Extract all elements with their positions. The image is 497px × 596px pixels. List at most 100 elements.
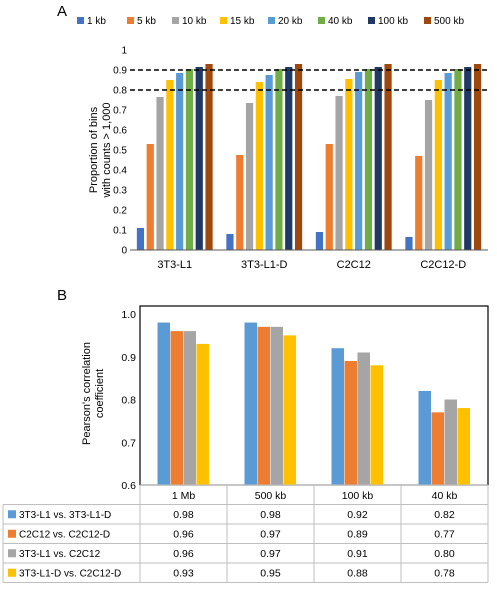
legend-swatch-0: [77, 17, 84, 24]
bar-b-2-0: [331, 348, 344, 485]
y-tick-label-4: 0.4: [113, 166, 127, 177]
bar-b-1-0: [244, 322, 257, 485]
x-tick-label-1: 3T3-L1-D: [241, 259, 288, 271]
y-tick-label-b-3: 0.9: [121, 352, 136, 364]
bar-b-3-3: [457, 408, 470, 485]
table-legend-swatch-2: [8, 549, 16, 558]
table-header-3: 40 kb: [432, 490, 458, 502]
bar-2-5: [364, 69, 373, 250]
y-axis-title-b-line-0: Pearson's correlation: [81, 342, 93, 445]
x-tick-label-2: C2C12: [337, 259, 371, 271]
table-cell-2-1: 0.97: [260, 548, 281, 560]
y-tick-label-1: 0.1: [113, 226, 127, 237]
bar-b-3-1: [431, 412, 444, 485]
legend-label-3: 15 kb: [230, 16, 255, 27]
y-tick-label-6: 0.6: [113, 126, 127, 137]
bar-b-0-1: [170, 331, 183, 485]
table-cell-2-3: 0.80: [434, 548, 455, 560]
bar-0-4: [176, 73, 184, 250]
y-tick-label-10: 1: [121, 46, 127, 57]
legend-swatch-6: [368, 17, 375, 24]
bar-1-4: [265, 75, 273, 250]
legend-swatch-7: [424, 17, 431, 24]
table-cell-0-3: 0.82: [434, 509, 455, 521]
table-cell-1-1: 0.97: [260, 528, 281, 540]
legend-swatch-2: [172, 17, 179, 24]
bar-2-4: [355, 72, 363, 250]
legend-swatch-3: [220, 17, 227, 24]
bar-2-0: [315, 232, 324, 250]
y-tick-label-9: 0.9: [113, 66, 127, 77]
bar-b-3-0: [418, 390, 431, 485]
bar-b-1-3: [283, 335, 296, 485]
x-tick-label-3: C2C12-D: [420, 259, 466, 271]
bar-3-4: [444, 73, 452, 250]
y-axis-title-line-1: with counts > 1,000: [101, 102, 113, 198]
table-cell-0-0: 0.98: [173, 509, 194, 521]
bar-2-2: [335, 96, 343, 250]
x-tick-label-0: 3T3-L1: [157, 259, 192, 271]
legend-label-4: 20 kb: [278, 16, 303, 27]
table-cell-3-3: 0.78: [434, 567, 455, 579]
legend-label-6: 100 kb: [378, 16, 408, 27]
legend-label-2: 10 kb: [182, 16, 207, 27]
bar-3-3: [434, 80, 442, 250]
y-tick-label-2: 0.2: [113, 206, 127, 217]
table-cell-3-1: 0.95: [260, 567, 281, 579]
bar-b-1-2: [270, 326, 283, 485]
bar-3-6: [464, 67, 472, 250]
table-header-2: 100 kb: [342, 490, 374, 502]
table-row-label-0: 3T3-L1 vs. 3T3-L1-D: [19, 510, 111, 521]
bar-1-2: [245, 103, 254, 250]
bar-1-5: [275, 69, 283, 250]
bar-b-0-3: [196, 343, 209, 485]
bar-3-2: [424, 100, 433, 250]
bar-2-1: [325, 144, 333, 250]
bar-b-2-2: [357, 352, 370, 485]
table-legend-swatch-3: [8, 568, 16, 577]
table-header-0: 1 Mb: [172, 490, 196, 502]
y-axis-title: Proportion of binswith counts > 1,000: [88, 102, 113, 198]
table-cell-0-1: 0.98: [260, 509, 281, 521]
table-cell-3-0: 0.93: [173, 567, 194, 579]
bar-2-6: [374, 67, 382, 250]
legend-label-0: 1 kb: [87, 16, 106, 27]
bar-0-3: [166, 80, 174, 250]
table-row-label-1: C2C12 vs. C2C12-D: [19, 529, 110, 540]
bar-1-7: [294, 64, 303, 250]
bar-3-1: [415, 156, 423, 250]
y-tick-label-8: 0.8: [113, 86, 127, 97]
legend-swatch-1: [127, 17, 134, 24]
table-row-label-2: 3T3-L1 vs. C2C12: [19, 549, 101, 560]
table-row-label-3: 3T3-L1-D vs. C2C12-D: [19, 568, 121, 579]
table-cell-1-0: 0.96: [173, 528, 194, 540]
table-cell-3-2: 0.88: [347, 567, 368, 579]
table-cell-1-2: 0.89: [347, 528, 368, 540]
y-axis-title-b-line-1: coefficient: [94, 369, 106, 418]
bar-3-0: [405, 237, 413, 250]
panel-b-chart: 0.6 0.7 0.8 0.9 1.0 Pearson's correlationcoef…: [2, 305, 489, 583]
bar-b-3-2: [444, 399, 457, 485]
bar-b-1-1: [257, 326, 270, 485]
bar-b-0-0: [157, 322, 170, 485]
legend-swatch-4: [268, 17, 275, 24]
y-tick-label-b-4: 1.0: [121, 309, 136, 321]
legend-label-7: 500 kb: [434, 16, 464, 27]
bar-1-1: [236, 155, 244, 250]
bar-b-0-2: [183, 331, 196, 485]
bar-2-7: [384, 64, 392, 250]
y-tick-label-7: 0.7: [113, 106, 127, 117]
table-cell-1-3: 0.77: [434, 528, 455, 540]
table-cell-2-0: 0.96: [173, 548, 194, 560]
bar-1-0: [226, 234, 234, 250]
panel-label-a: A: [57, 3, 67, 20]
bar-0-1: [146, 144, 154, 250]
table-legend-swatch-0: [8, 510, 16, 519]
legend-label-1: 5 kb: [137, 16, 156, 27]
y-tick-label-b-0: 0.6: [121, 480, 136, 492]
y-tick-label-0: 0: [121, 246, 127, 257]
bar-2-3: [345, 79, 353, 250]
table-cell-2-2: 0.91: [347, 548, 368, 560]
y-tick-label-5: 0.5: [113, 146, 127, 157]
bar-0-2: [156, 97, 164, 250]
